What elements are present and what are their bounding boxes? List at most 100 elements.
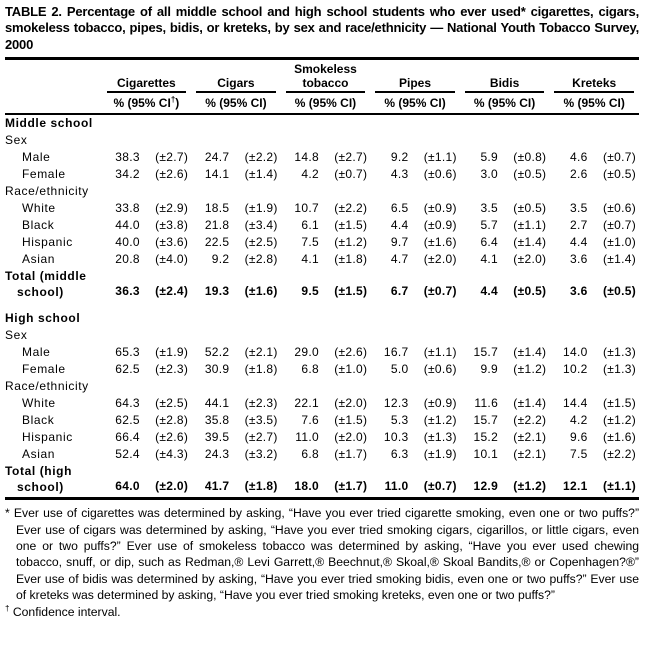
ci-cell: (±3.5)	[244, 413, 278, 428]
ci-cell: (±0.7)	[602, 218, 636, 233]
ci-cell: (±2.4)	[155, 284, 189, 299]
ci-cell: (±3.2)	[244, 447, 278, 462]
ci-cell: (±4.3)	[155, 447, 189, 462]
pct-cell: 10.3	[383, 430, 409, 445]
pct-cell: 3.5	[570, 201, 588, 216]
pct-cell: 44.1	[204, 396, 230, 411]
ci-cell: (±1.2)	[334, 235, 368, 250]
pct-cell: 2.7	[570, 218, 588, 233]
pct-cell: 52.4	[115, 447, 140, 462]
row-label: Hispanic	[22, 235, 73, 250]
row-label: Hispanic	[22, 430, 73, 445]
ci-cell: (±1.1)	[513, 218, 547, 233]
pct-cell: 3.6	[570, 252, 588, 267]
ci-cell: (±0.9)	[423, 218, 457, 233]
pct-cell: 16.7	[383, 345, 409, 360]
table-row: Race/ethnicity	[5, 183, 639, 200]
pct-cell: 65.3	[115, 345, 140, 360]
row-label-line: school)	[17, 480, 64, 495]
pct-cell: 14.8	[294, 150, 319, 165]
pct-cell: 40.0	[115, 235, 140, 250]
pct-cell: 24.3	[204, 447, 230, 462]
ci-cell: (±0.8)	[513, 150, 547, 165]
row-label: White	[22, 396, 56, 411]
ci-cell: (±0.7)	[423, 284, 457, 299]
ci-cell: (±2.2)	[513, 413, 547, 428]
ci-cell: (±1.5)	[334, 284, 368, 299]
pct-cell: 6.3	[390, 447, 409, 462]
ci-cell: (±0.5)	[513, 284, 547, 299]
ci-cell: (±1.6)	[423, 235, 457, 250]
column-header-label: Kreteks	[554, 76, 634, 94]
ci-cell: (±1.5)	[334, 413, 368, 428]
pct-cell: 15.2	[473, 430, 499, 445]
table-row: High school	[5, 300, 639, 327]
ci-cell: (±1.2)	[513, 362, 547, 377]
ci-cell: (±0.7)	[334, 167, 368, 182]
pct-cell: 11.0	[295, 430, 319, 445]
ci-cell: (±2.1)	[244, 345, 278, 360]
pct-cell: 12.9	[459, 463, 499, 501]
ci-cell: (±1.9)	[244, 201, 278, 216]
empty-cells	[102, 114, 639, 132]
ci-cell: (±2.3)	[155, 362, 189, 377]
pct-cell: 19.3	[204, 284, 230, 299]
ci-cell: (±0.6)	[423, 167, 457, 182]
column-header: Cigarettes	[102, 61, 192, 94]
ci-cell: (±2.5)	[244, 235, 278, 250]
ci-cell: (±0.5)	[513, 167, 547, 182]
ci-cell: (±1.5)	[602, 396, 636, 411]
row-label: Male	[22, 345, 51, 360]
footnote-dagger: † Confidence interval.	[5, 604, 639, 620]
ci-cell: (±2.7)	[155, 150, 189, 165]
pct-cell: 35.8	[204, 413, 230, 428]
pct-cell: 52.2	[204, 345, 230, 360]
pct-cell: 66.4	[115, 430, 140, 445]
ci-cell: (±2.6)	[334, 345, 368, 360]
footnote-asterisk: * Ever use of cigarettes was determined …	[5, 505, 639, 603]
column-header: Bidis	[460, 61, 550, 94]
pct-cell: 20.8	[115, 252, 140, 267]
ci-cell: (±1.3)	[602, 362, 636, 377]
ci-cell: (±0.7)	[408, 463, 460, 501]
column-subheader: % (95% CI)	[191, 93, 281, 116]
ci-cell: (±0.5)	[513, 201, 547, 216]
pct-cell: 2.6	[570, 167, 588, 182]
pct-cell: 6.8	[301, 447, 319, 462]
pct-cell: 44.0	[115, 218, 140, 233]
ci-cell: (±1.7)	[318, 463, 371, 501]
dagger-symbol: †	[170, 95, 176, 105]
empty-cells	[102, 183, 639, 200]
pct-cell: 9.9	[480, 362, 499, 377]
row-label: Female	[22, 362, 66, 377]
row-label: Race/ethnicity	[5, 379, 89, 394]
ci-cell: (±0.6)	[602, 201, 636, 216]
ci-cell: (±2.1)	[513, 430, 547, 445]
ci-cell: (±1.4)	[602, 252, 636, 267]
ci-cell: (±0.7)	[602, 150, 636, 165]
ci-cell: (±1.1)	[423, 150, 457, 165]
ci-cell: (±1.4)	[513, 396, 547, 411]
pct-cell: 14.4	[563, 396, 588, 411]
ci-cell: (±2.1)	[513, 447, 547, 462]
empty-cells	[102, 378, 639, 395]
pct-cell: 41.7	[191, 463, 230, 501]
ci-cell: (±1.2)	[423, 413, 457, 428]
table-row: Sex	[5, 327, 639, 344]
pct-cell: 9.7	[390, 235, 409, 250]
pct-cell: 30.9	[204, 362, 230, 377]
ci-cell: (±0.5)	[602, 167, 636, 182]
ci-cell: (±2.6)	[155, 430, 189, 445]
pct-cell: 4.1	[301, 252, 319, 267]
pct-cell: 4.4	[480, 284, 499, 299]
column-header: Kreteks	[549, 61, 639, 94]
table-title: TABLE 2. Percentage of all middle school…	[5, 4, 639, 61]
pct-cell: 36.3	[115, 284, 140, 299]
pct-cell: 4.4	[570, 235, 588, 250]
pct-cell: 38.3	[115, 150, 140, 165]
empty-cells	[102, 132, 639, 149]
ci-cell: (±3.6)	[155, 235, 189, 250]
row-label: Black	[22, 413, 55, 428]
column-header-label: Pipes	[375, 76, 455, 94]
pct-cell: 15.7	[473, 345, 499, 360]
